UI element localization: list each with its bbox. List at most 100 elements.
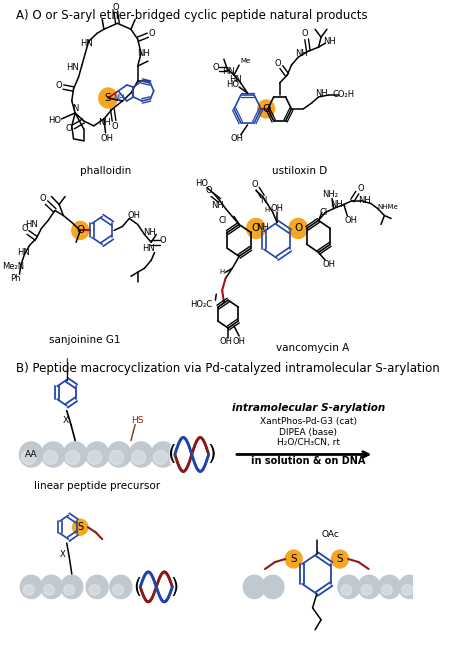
Ellipse shape [341,585,352,595]
Ellipse shape [243,576,265,599]
Text: O: O [252,224,260,234]
Ellipse shape [151,442,175,467]
Text: linear peptide precursor: linear peptide precursor [34,481,160,491]
Text: HN: HN [66,63,79,72]
Text: O: O [205,186,212,195]
Text: HO: HO [226,80,239,88]
Text: NH: NH [143,228,156,237]
Text: O: O [160,236,166,245]
Ellipse shape [65,451,80,465]
Text: S: S [77,522,83,532]
Text: HN: HN [80,39,93,48]
Text: OH: OH [101,134,114,143]
Text: in solution & on DNA: in solution & on DNA [251,457,365,467]
Text: NH: NH [114,94,125,104]
Text: OH: OH [128,211,141,220]
Text: HS: HS [131,416,144,425]
Ellipse shape [246,218,265,238]
Ellipse shape [107,442,131,467]
Ellipse shape [86,576,108,599]
Text: X: X [62,416,68,425]
Ellipse shape [170,430,214,479]
Ellipse shape [89,585,100,595]
Text: AA: AA [25,450,37,459]
Text: NH: NH [211,201,224,210]
Ellipse shape [258,100,274,118]
Text: (: ( [134,577,142,597]
Text: XantPhos-Pd-G3 (cat): XantPhos-Pd-G3 (cat) [260,417,357,426]
Text: OAc: OAc [321,529,339,539]
Text: H: H [264,207,270,213]
Text: X: X [60,550,66,558]
Text: OH: OH [219,337,232,346]
Ellipse shape [88,451,102,465]
Text: O: O [66,124,73,133]
Text: Cl: Cl [319,208,328,217]
Text: OH: OH [271,204,283,213]
Text: ): ) [171,577,179,597]
Ellipse shape [20,576,42,599]
Ellipse shape [85,442,109,467]
Text: NH: NH [137,49,150,57]
Ellipse shape [289,218,308,238]
Text: Me₂N: Me₂N [2,262,25,271]
Text: NH: NH [323,37,336,46]
Ellipse shape [64,442,87,467]
Text: OH: OH [230,134,243,143]
Text: O: O [56,81,63,90]
Text: O: O [112,3,119,12]
Ellipse shape [19,442,43,467]
Ellipse shape [109,451,124,465]
Text: O: O [40,194,46,203]
Text: O: O [357,184,364,193]
Ellipse shape [401,585,413,595]
Ellipse shape [331,550,348,568]
Text: HO: HO [195,179,209,188]
Text: NHMe: NHMe [378,203,398,209]
Text: phalloidin: phalloidin [80,166,131,176]
Text: HN: HN [142,244,155,253]
Text: NH: NH [330,200,343,209]
Text: O: O [76,226,84,236]
Ellipse shape [361,585,372,595]
Ellipse shape [73,519,88,535]
Text: A) O or S-aryl ether-bridged cyclic peptide natural products: A) O or S-aryl ether-bridged cyclic pept… [16,9,368,22]
Text: HN: HN [25,220,38,229]
Ellipse shape [44,451,58,465]
Text: O: O [294,224,302,234]
Ellipse shape [22,451,36,465]
Text: OH: OH [322,260,335,269]
Text: vancomycin A: vancomycin A [276,343,349,353]
Text: S: S [291,554,297,564]
Ellipse shape [61,576,83,599]
Text: OH: OH [344,216,357,225]
Text: Me: Me [241,58,251,64]
Text: N: N [260,196,266,205]
Text: HO: HO [48,116,62,125]
Text: O: O [252,180,258,189]
Ellipse shape [41,576,63,599]
Text: HN: HN [229,75,242,84]
Text: DIPEA (base): DIPEA (base) [279,428,337,437]
Text: NH: NH [358,196,371,205]
Text: H₂O/CH₃CN, rt: H₂O/CH₃CN, rt [277,438,340,447]
Ellipse shape [262,576,284,599]
Ellipse shape [399,576,421,599]
Text: H: H [219,269,225,275]
Text: Cl: Cl [219,216,227,225]
Text: O: O [301,29,308,38]
Ellipse shape [72,222,89,240]
Text: HN: HN [17,248,29,257]
Text: S: S [337,554,343,564]
Text: NH₂: NH₂ [322,190,338,199]
Ellipse shape [131,451,146,465]
Ellipse shape [378,576,401,599]
Text: Ph: Ph [10,274,21,282]
Ellipse shape [110,576,132,599]
Text: ustiloxin D: ustiloxin D [272,166,328,176]
Ellipse shape [44,585,55,595]
Text: NH: NH [98,118,111,127]
Text: (: ( [167,444,176,465]
Text: ): ) [208,444,216,465]
Text: sanjoinine G1: sanjoinine G1 [49,335,120,345]
